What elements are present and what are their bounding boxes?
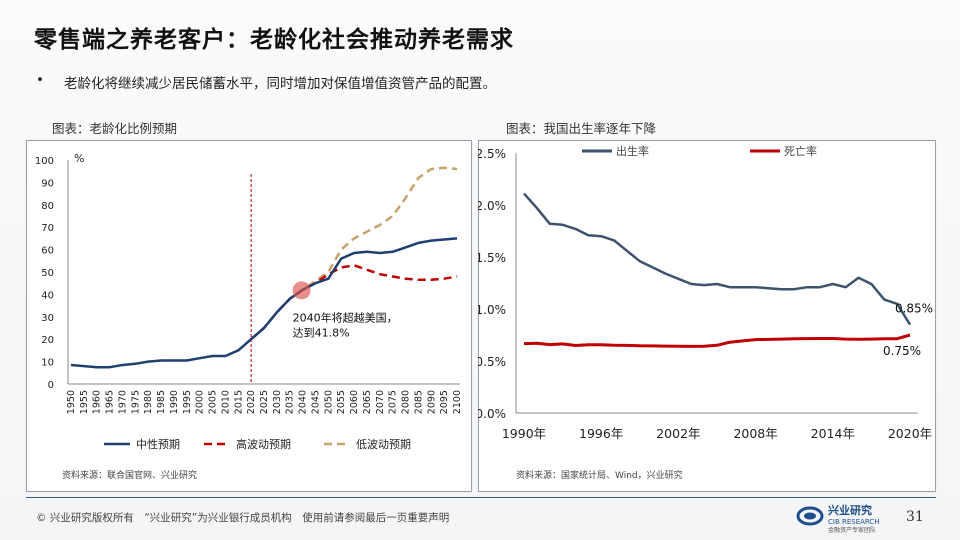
x-tick-label: 2020年 xyxy=(888,426,932,441)
x-tick-label: 2070 xyxy=(375,390,386,414)
x-tick-label: 2065 xyxy=(362,390,373,414)
x-tick-label: 2014年 xyxy=(811,426,855,441)
x-tick-label: 2010 xyxy=(220,390,231,414)
x-tick-label: 1990年 xyxy=(502,426,546,441)
series-line-high xyxy=(250,264,458,341)
x-tick-label: 2005 xyxy=(208,390,219,414)
x-tick-label: 1985 xyxy=(156,390,167,414)
legend-label: 中性预期 xyxy=(136,437,180,451)
x-tick-label: 2075 xyxy=(388,390,399,414)
y-tick-label: 50 xyxy=(41,268,54,279)
chart2-caption: 图表：我国出生率逐年下降 xyxy=(506,121,657,136)
x-tick-label: 2050 xyxy=(323,390,334,414)
legend-label: 高波动预期 xyxy=(236,437,291,451)
x-tick-label: 2100 xyxy=(452,390,463,414)
x-tick-label: 2045 xyxy=(310,390,321,414)
chart2-frame xyxy=(478,140,936,492)
x-tick-label: 2080 xyxy=(401,390,412,414)
y-tick-label: 2.5% xyxy=(478,147,506,161)
legend-label: 出生率 xyxy=(616,144,649,158)
y-tick-label: 90 xyxy=(41,178,54,189)
y-tick-label: 100 xyxy=(35,156,54,167)
annotation-line2: 达到41.8% xyxy=(293,326,350,339)
y-tick-label: 0.5% xyxy=(478,355,506,369)
y-tick-label: 20 xyxy=(41,335,54,346)
legend-label: 死亡率 xyxy=(784,144,817,158)
y-tick-label: 0.0% xyxy=(478,407,506,421)
x-tick-label: 1970 xyxy=(117,390,128,414)
x-tick-label: 1990 xyxy=(169,390,180,414)
annotation-marker xyxy=(292,281,311,300)
x-tick-label: 1950 xyxy=(66,390,77,414)
x-tick-label: 2060 xyxy=(349,390,360,414)
annotation-line1: 2040年将超越美国， xyxy=(293,310,398,324)
death-rate-line xyxy=(523,333,911,348)
y-tick-label: 40 xyxy=(41,290,54,301)
y-tick-label: 1.5% xyxy=(478,251,506,265)
footer-divider xyxy=(26,497,936,498)
y-tick-label: 80 xyxy=(41,201,54,212)
x-tick-label: 2095 xyxy=(439,390,450,414)
x-tick-label: 2000 xyxy=(195,390,206,414)
bullet-text: 老龄化将继续减少居民储蓄水平，同时增加对保值增值资管产品的配置。 xyxy=(64,76,496,92)
cib-research-logo: 兴业研究 CIB RESEARCH 金融资产专家团队 xyxy=(796,503,896,535)
birth-rate-line xyxy=(523,192,912,326)
logo-name: 兴业研究 xyxy=(828,503,872,517)
birth-death-rate-chart: 0.0% 0.5% 1.0% 1.5% 2.0% 2.5% 1990年 1996年 2002年 2… xyxy=(478,144,933,441)
birth-end-label: 0.85% xyxy=(895,302,933,316)
y-tick-label: 70 xyxy=(41,223,54,234)
x-tick-label: 1960 xyxy=(92,390,103,414)
death-end-label: 0.75% xyxy=(883,344,921,358)
x-tick-label: 2025 xyxy=(259,390,270,414)
x-tick-label: 2015 xyxy=(233,390,244,414)
y-unit-label: % xyxy=(74,152,84,165)
x-tick-label: 2035 xyxy=(285,390,296,414)
y-tick-label: 30 xyxy=(41,313,54,324)
logo-sub: CIB RESEARCH xyxy=(828,518,880,526)
x-tick-label: 2030 xyxy=(272,390,283,414)
x-tick-label: 1965 xyxy=(105,390,116,414)
x-tick-label: 1995 xyxy=(182,390,193,414)
x-tick-label: 2085 xyxy=(413,390,424,414)
logo-tag: 金融资产专家团队 xyxy=(828,526,876,534)
chart2-source: 资料来源：国家统计局、Wind，兴业研究 xyxy=(516,471,683,481)
y-tick-label: 2.0% xyxy=(478,199,506,213)
legend-label: 低波动预期 xyxy=(356,438,411,451)
page-title: 零售端之养老客户：老龄化社会推动养老需求 xyxy=(34,27,514,53)
series-line-neutral xyxy=(70,237,458,369)
y-tick-label: 60 xyxy=(41,246,54,257)
x-tick-label: 2040 xyxy=(298,390,309,414)
x-tick-label: 1996年 xyxy=(579,426,623,441)
x-tick-label: 2055 xyxy=(336,390,347,414)
chart1-frame xyxy=(26,140,472,492)
footer-disclaimer: © 兴业研究版权所有 “兴业研究”为兴业银行成员机构 使用前请参阅最后一页重要声… xyxy=(36,512,450,524)
x-tick-label: 1980 xyxy=(143,390,154,414)
x-tick-label: 2002年 xyxy=(656,426,700,441)
x-tick-label: 1975 xyxy=(130,390,141,414)
x-tick-label: 1955 xyxy=(79,390,90,414)
y-tick-label: 10 xyxy=(41,358,54,369)
y-tick-label: 1.0% xyxy=(478,303,506,317)
page-number: 31 xyxy=(906,509,924,525)
x-tick-label: 2090 xyxy=(426,390,437,414)
chart1-source: 资料来源：联合国官网、兴业研究 xyxy=(62,471,198,481)
x-tick-label: 2020 xyxy=(246,390,257,414)
chart1-caption: 图表：老龄化比例预期 xyxy=(52,121,178,136)
bullet-dot-icon: • xyxy=(36,72,44,88)
logo-mark-icon: 兴业研究 CIB RESEARCH 金融资产专家团队 xyxy=(796,503,880,534)
x-tick-label: 2008年 xyxy=(733,426,777,441)
series-line-low xyxy=(250,166,458,341)
y-tick-label: 0 xyxy=(48,380,54,391)
